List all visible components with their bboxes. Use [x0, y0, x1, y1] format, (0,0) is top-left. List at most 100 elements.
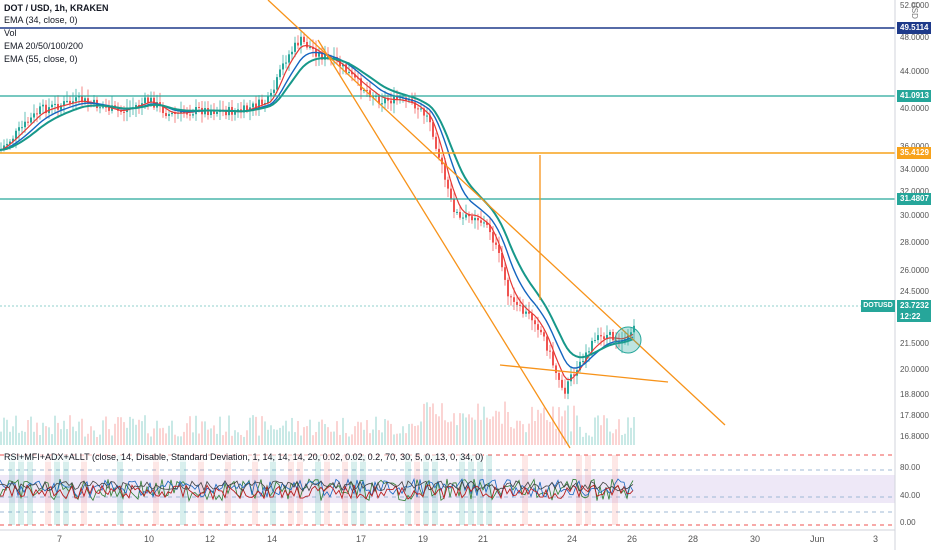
date-tick: 21	[478, 534, 489, 544]
price-tick: 16.8000	[900, 432, 929, 441]
date-tick: 10	[144, 534, 155, 544]
volume-bar	[33, 431, 35, 445]
indicator-legend[interactable]: RSI+MFI+ADX+ALLT (close, 14, Disable, St…	[4, 452, 484, 462]
volume-bar	[285, 420, 287, 445]
price-tag-level-2[interactable]: 41.0913	[897, 90, 931, 102]
volume-bar	[375, 416, 377, 445]
candle-body	[480, 220, 482, 223]
candle-body	[468, 214, 470, 217]
indicator-highlight	[324, 455, 330, 525]
volume-bar	[630, 427, 632, 445]
volume-bar	[90, 426, 92, 445]
volume-bar	[504, 401, 506, 445]
candle-body	[144, 97, 146, 104]
volume-bar	[633, 417, 635, 445]
candle-body	[609, 331, 611, 335]
volume-bar	[570, 431, 572, 445]
volume-bar	[507, 412, 509, 445]
candle-body	[300, 36, 302, 46]
candle-body	[555, 365, 557, 374]
volume-bar	[201, 421, 203, 445]
indicator-line	[0, 478, 634, 503]
volume-bar	[582, 436, 584, 445]
candle-body	[630, 332, 632, 336]
volume-bar	[159, 428, 161, 445]
candle-body	[381, 103, 383, 105]
volume-bar	[276, 429, 278, 445]
price-tick: 34.0000	[900, 165, 929, 174]
volume-bar	[117, 417, 119, 445]
volume-bar	[66, 429, 68, 445]
volume-bar	[48, 427, 50, 445]
volume-bar	[396, 433, 398, 445]
volume-bar	[96, 436, 98, 445]
volume-bar	[72, 426, 74, 445]
volume-bar	[147, 433, 149, 445]
indicator-tick: 40.00	[900, 491, 921, 500]
volume-bar	[213, 425, 215, 445]
volume-bar	[519, 420, 521, 445]
volume-bar	[69, 415, 71, 445]
volume-bar	[357, 421, 359, 445]
ema-lines	[0, 44, 634, 381]
volume-bar	[327, 427, 329, 445]
ema-multi-legend[interactable]: EMA 20/50/100/200	[4, 41, 84, 51]
symbol-title[interactable]: DOT / USD, 1h, KRAKEN	[4, 3, 109, 13]
volume-bar	[333, 431, 335, 445]
candle-body	[318, 52, 320, 57]
ema34-legend[interactable]: EMA (34, close, 0)	[4, 15, 78, 25]
price-tag-level-3[interactable]: 35.4129	[897, 147, 931, 159]
candle-body	[339, 60, 341, 67]
rsi-mfi-indicator-pane	[0, 454, 895, 526]
candle-body	[570, 374, 572, 382]
price-tag-level-1[interactable]: 49.5114	[897, 22, 931, 34]
candle-body	[633, 325, 635, 333]
indicator-highlight	[18, 455, 24, 525]
candle-body	[159, 102, 161, 106]
volume-bar	[471, 417, 473, 445]
candle-body	[120, 110, 122, 112]
candle-body	[510, 296, 512, 298]
date-tick: 28	[688, 534, 699, 544]
volume-bar	[162, 427, 164, 445]
candle-body	[399, 98, 401, 100]
ema55-legend[interactable]: EMA (55, close, 0)	[4, 54, 78, 64]
indicator-highlight	[423, 455, 429, 525]
candle-body	[612, 331, 614, 341]
volume-bar	[354, 426, 356, 445]
volume-bar	[9, 431, 11, 445]
volume-bar	[153, 428, 155, 445]
candle-body	[573, 374, 575, 376]
candle-body	[6, 143, 8, 146]
volume-bar	[426, 402, 428, 445]
horizontal-levels[interactable]	[0, 27, 895, 307]
price-tick: 40.0000	[900, 104, 929, 113]
price-tick: 18.8000	[900, 390, 929, 399]
volume-bar	[537, 409, 539, 445]
candle-body	[168, 114, 170, 116]
volume-bar	[594, 417, 596, 445]
indicator-tick: 0.00	[900, 518, 916, 527]
volume-legend[interactable]: Vol	[4, 28, 17, 38]
price-tag-level-4[interactable]: 31.4807	[897, 193, 931, 205]
current-price-tag[interactable]: 23.7232 12:22	[897, 300, 931, 322]
volume-bar	[324, 424, 326, 445]
volume-bar	[207, 429, 209, 445]
volume-bar	[549, 421, 551, 445]
volume-bar	[189, 416, 191, 445]
volume-bar	[240, 434, 242, 445]
volume-bar	[531, 406, 533, 445]
candle-body	[306, 41, 308, 48]
volume-bar	[123, 422, 125, 445]
volume-bar	[273, 429, 275, 445]
candle-body	[261, 99, 263, 105]
candle-body	[606, 334, 608, 340]
trend-lines[interactable]	[267, 0, 726, 449]
volume-bar	[228, 415, 230, 445]
volume-bar	[132, 418, 134, 445]
volume-bar	[261, 416, 263, 445]
volume-bar	[102, 420, 104, 445]
volume-bar	[579, 426, 581, 445]
volume-bar	[429, 406, 431, 445]
